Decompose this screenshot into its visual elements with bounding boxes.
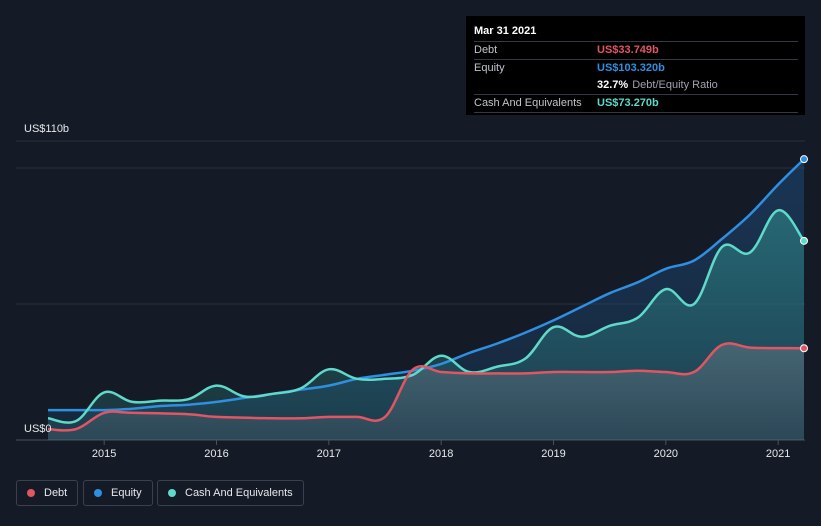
legend-cash-dot	[168, 489, 176, 497]
legend-equity-dot	[94, 489, 102, 497]
end-marker-equity	[800, 155, 808, 164]
x-tick-label: 2017	[317, 448, 341, 460]
y-axis-bottom-label: US$0	[24, 423, 52, 435]
tooltip-cash-row: Cash And Equivalents US$73.270b	[474, 95, 798, 113]
legend-cash[interactable]: Cash And Equivalents	[157, 480, 304, 506]
tooltip-debt-value: US$33.749b	[597, 44, 659, 56]
tooltip-cash-value: US$73.270b	[597, 97, 659, 109]
tooltip-equity-row: Equity US$103.320b	[474, 60, 798, 77]
end-marker-debt	[800, 344, 808, 353]
legend-debt-label: Debt	[44, 487, 68, 499]
x-tick-label: 2020	[654, 448, 678, 460]
tooltip-equity-value: US$103.320b	[597, 62, 665, 74]
x-tick-label: 2016	[204, 448, 228, 460]
x-tick-label: 2015	[92, 448, 116, 460]
legend-equity[interactable]: Equity	[83, 480, 153, 506]
end-marker-cash-and-equivalents	[800, 236, 808, 245]
series-lines	[47, 158, 806, 432]
legend-debt[interactable]: Debt	[16, 480, 79, 506]
legend-equity-label: Equity	[111, 487, 142, 499]
tooltip-debt-label: Debt	[474, 44, 498, 56]
tooltip-ratio-row: 32.7% Debt/Equity Ratio	[474, 77, 798, 95]
legend-cash-label: Cash And Equivalents	[185, 487, 293, 499]
line-cash-and-equivalents	[47, 209, 806, 424]
x-tick-label: 2018	[429, 448, 453, 460]
x-tick-label: 2019	[541, 448, 565, 460]
tooltip-cash-label: Cash And Equivalents	[474, 97, 582, 109]
series-end-markers	[800, 155, 808, 353]
series-areas	[48, 159, 804, 440]
tooltip-date: Mar 31 2021	[474, 22, 798, 42]
tooltip-panel: Mar 31 2021 Debt US$33.749b Equity US$10…	[466, 16, 805, 115]
y-axis-top-label: US$110b	[24, 123, 69, 135]
line-debt	[47, 342, 805, 432]
x-tick-label: 2021	[766, 448, 790, 460]
tooltip-debt-row: Debt US$33.749b	[474, 42, 798, 60]
tooltip-ratio-label: Debt/Equity Ratio	[632, 79, 718, 91]
x-axis: 2015 2016 2017 2018 2019 2020 2021	[92, 440, 790, 460]
area-debt	[48, 343, 804, 440]
tooltip-equity-label: Equity	[474, 62, 505, 74]
legend-debt-dot	[27, 489, 35, 497]
tooltip-ratio-value: 32.7%	[597, 79, 629, 91]
